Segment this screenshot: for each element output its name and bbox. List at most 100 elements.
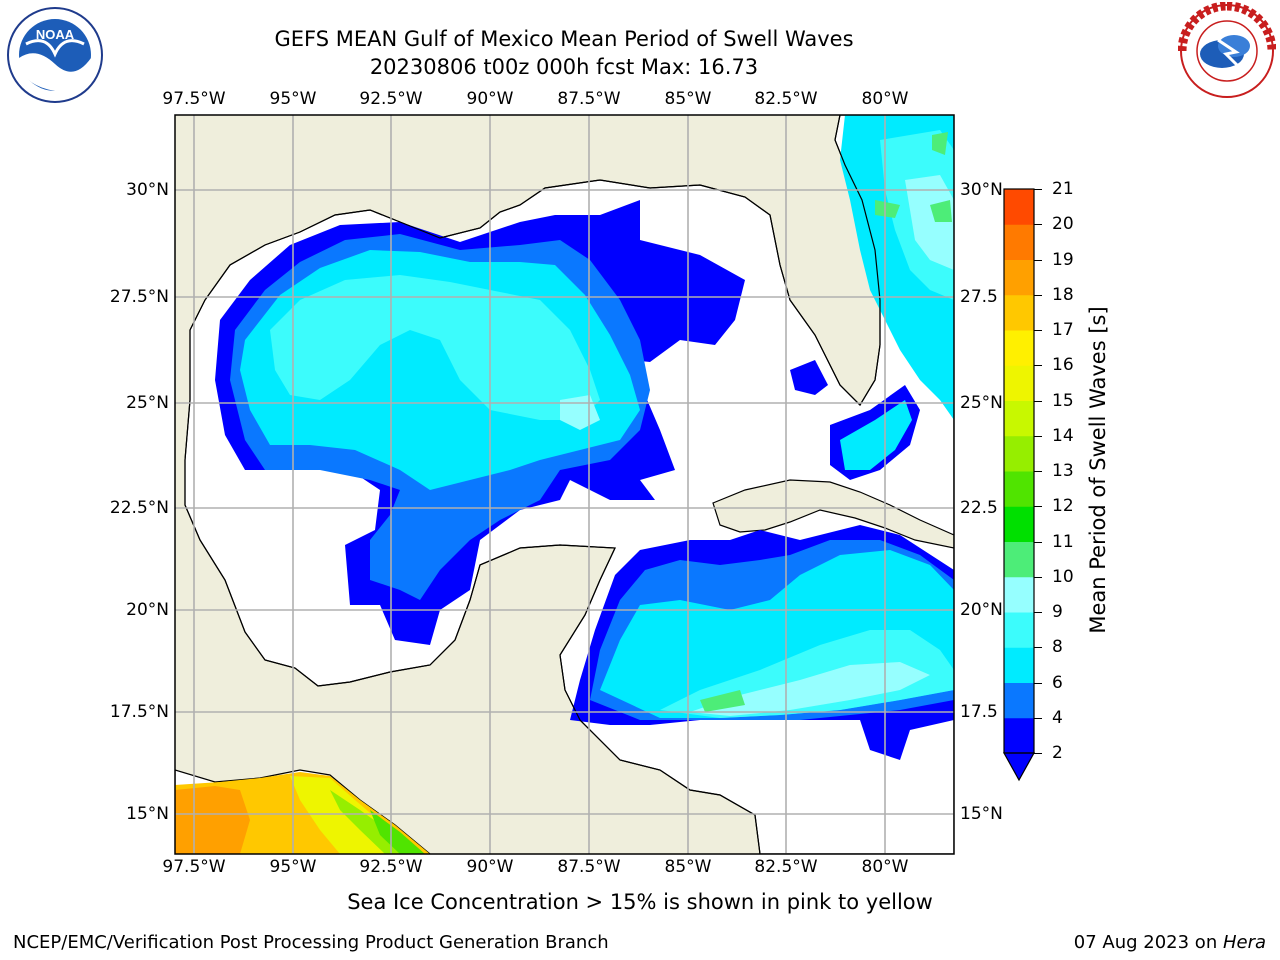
footer-date-text: 07 Aug 2023 on [1073, 932, 1223, 953]
footer-branch: NCEP/EMC/Verification Post Processing Pr… [13, 932, 609, 953]
colorbar-tick-label: 18 [1052, 284, 1074, 305]
colorbar-tick-label: 4 [1052, 707, 1063, 728]
colorbar-tick-mark [1034, 506, 1042, 508]
colorbar-swatch [1004, 471, 1034, 507]
lat-label-left: 15°N [126, 804, 169, 824]
map-subtitle: 20230806 t00z 000h fcst Max: 16.73 [369, 55, 759, 79]
nws-logo [1178, 2, 1276, 98]
swell-field-atlantic [840, 115, 954, 420]
lon-label-top: 80°W [861, 89, 909, 109]
colorbar-tick-label: 8 [1052, 637, 1063, 658]
colorbar-tick-label: 15 [1052, 390, 1074, 411]
lon-label-bottom: 87.5°W [557, 857, 621, 877]
colorbar-tick-label: 10 [1052, 566, 1074, 587]
lat-label-right: 25°N [960, 393, 1003, 413]
colorbar-tick-label: 19 [1052, 249, 1074, 270]
lat-label-right: 20°N [960, 600, 1003, 620]
lon-label-bottom: 95°W [269, 857, 317, 877]
colorbar-tick-mark [1034, 647, 1042, 649]
colorbar-title: Mean Period of Swell Waves [s] [1086, 306, 1110, 634]
lon-label-bottom: 90°W [466, 857, 514, 877]
lon-label-top: 85°W [664, 89, 712, 109]
colorbar-tick-mark [1034, 400, 1042, 402]
colorbar-tick-label: 11 [1052, 531, 1074, 552]
noaa-logo: NOAA [7, 7, 103, 103]
footer-date: 07 Aug 2023 on Hera [1074, 932, 1266, 953]
colorbar-swatch [1004, 435, 1034, 472]
lat-label-left: 30°N [126, 180, 169, 200]
lon-label-top: 95°W [269, 89, 317, 109]
lon-label-bottom: 97.5°W [162, 857, 226, 877]
colorbar-tick-mark [1034, 330, 1042, 331]
sea-ice-note: Sea Ice Concentration > 15% is shown in … [0, 890, 1280, 914]
colorbar-swatch [1004, 682, 1034, 719]
noaa-logo-text: NOAA [36, 27, 75, 42]
lat-label-left: 17.5°N [109, 702, 169, 722]
colorbar-tick-mark [1034, 294, 1042, 296]
colorbar-tick-label: 2 [1052, 743, 1063, 763]
colorbar-swatch [1004, 506, 1034, 542]
colorbar-swatch [1004, 365, 1034, 401]
colorbar-tick-label: 13 [1052, 461, 1074, 481]
colorbar-swatch [1004, 647, 1034, 683]
colorbar-extend-arrow [1002, 752, 1036, 782]
colorbar-tick-mark [1034, 365, 1042, 367]
colorbar-tick-mark [1034, 612, 1042, 613]
map-frame [174, 114, 955, 855]
colorbar-swatch [1004, 400, 1034, 437]
colorbar-swatch [1004, 541, 1034, 578]
lon-label-top: 90°W [466, 89, 514, 109]
colorbar-swatch [1004, 294, 1034, 331]
lat-label-right: 15°N [960, 804, 1003, 824]
lon-label-bottom: 82.5°W [754, 857, 818, 877]
lat-label-right: 22.5 [960, 498, 998, 518]
colorbar-tick-label: 16 [1052, 355, 1074, 376]
lon-label-bottom: 80°W [861, 857, 909, 877]
colorbar-swatch [1004, 224, 1034, 260]
footer-host: Hera [1222, 932, 1266, 953]
lat-label-left: 22.5°N [109, 498, 169, 518]
colorbar-tick-label: 12 [1052, 496, 1074, 517]
colorbar-swatch [1004, 189, 1034, 225]
colorbar-tick-label: 21 [1052, 179, 1074, 199]
pacific-field [175, 772, 430, 854]
lat-label-right: 30°N [960, 180, 1003, 200]
colorbar-tick-mark [1034, 541, 1042, 543]
lat-label-right: 17.5 [960, 702, 998, 722]
map-gridlines [175, 115, 954, 854]
lon-label-top: 87.5°W [557, 89, 621, 109]
colorbar [1002, 188, 1036, 782]
lon-label-bottom: 92.5°W [359, 857, 423, 877]
colorbar-tick-mark [1034, 717, 1042, 719]
colorbar-tick-mark [1034, 435, 1042, 437]
colorbar-tick-label: 20 [1052, 214, 1074, 235]
colorbar-tick-mark [1034, 753, 1042, 754]
colorbar-tick-label: 9 [1052, 602, 1063, 622]
colorbar-swatch [1004, 576, 1034, 613]
colorbar-tick-label: 14 [1052, 425, 1074, 446]
colorbar-swatch [1004, 259, 1034, 296]
swell-field-caribbean [570, 525, 954, 760]
colorbar-swatch [1004, 612, 1034, 648]
lat-label-left: 27.5°N [109, 287, 169, 307]
lat-label-left: 25°N [126, 393, 169, 413]
colorbar-tick-mark [1034, 224, 1042, 226]
colorbar-tick-mark [1034, 471, 1042, 472]
lat-label-right: 27.5 [960, 287, 998, 307]
colorbar-swatch [1004, 717, 1034, 754]
colorbar-tick-mark [1034, 576, 1042, 578]
colorbar-tick-label: 6 [1052, 672, 1063, 693]
sea-ice-note-text: Sea Ice Concentration > 15% is shown in … [347, 890, 933, 914]
lon-label-top: 92.5°W [359, 89, 423, 109]
colorbar-tick-mark [1034, 189, 1042, 190]
map-title: GEFS MEAN Gulf of Mexico Mean Period of … [274, 27, 854, 51]
lon-label-top: 82.5°W [754, 89, 818, 109]
colorbar-swatch [1004, 330, 1034, 366]
colorbar-tick-label: 17 [1052, 320, 1074, 340]
lon-label-top: 97.5°W [162, 89, 226, 109]
colorbar-tick-mark [1034, 259, 1042, 261]
swell-field-gulf [215, 200, 745, 645]
lat-label-left: 20°N [126, 600, 169, 620]
lon-label-bottom: 85°W [664, 857, 712, 877]
